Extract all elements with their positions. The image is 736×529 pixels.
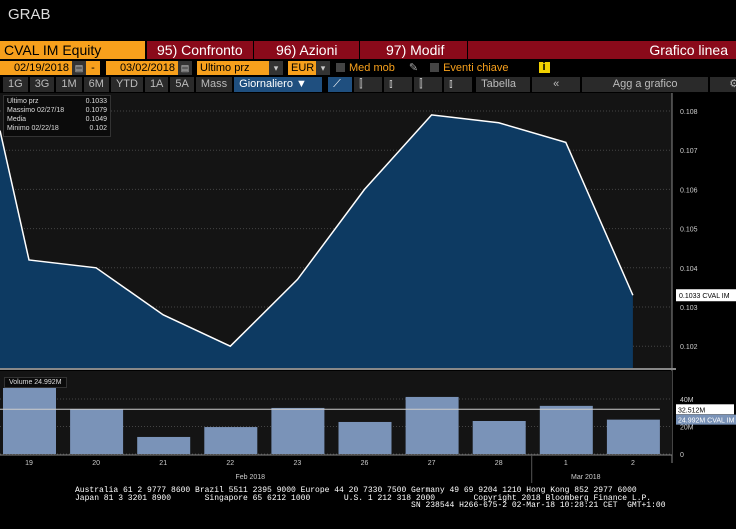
price-line bbox=[0, 114, 634, 348]
volume-bar bbox=[539, 405, 593, 454]
date-separator: - bbox=[86, 60, 100, 75]
x-tick-label: 22 bbox=[226, 460, 234, 467]
volume-bar bbox=[472, 421, 526, 454]
x-tick-label: 2 bbox=[631, 460, 635, 467]
x-tick-label: 21 bbox=[159, 460, 167, 467]
x-tick-label: 28 bbox=[495, 460, 503, 467]
last-price-tag bbox=[676, 289, 736, 302]
x-tick-label: 1 bbox=[564, 460, 568, 467]
volume-bar bbox=[271, 407, 325, 454]
price-area bbox=[0, 114, 633, 368]
volume-last-tag bbox=[676, 414, 736, 425]
period-1m[interactable]: 1M bbox=[56, 77, 82, 92]
chart-type-label: Grafico linea bbox=[468, 41, 736, 59]
volume-bar bbox=[70, 409, 124, 454]
period-ytd[interactable]: YTD bbox=[110, 77, 143, 92]
y-tick-label: 0.105 bbox=[680, 227, 698, 234]
price-legend: Ultimo prz 0.1033 Massimo 02/27/18 0.1079 … bbox=[3, 95, 111, 137]
legend-low: Minimo 02/22/18 0.102 bbox=[7, 125, 107, 132]
period-3g[interactable]: 3G bbox=[29, 77, 55, 92]
volume-bar bbox=[137, 436, 191, 454]
volume-bar bbox=[405, 396, 459, 454]
volume-bar bbox=[338, 421, 392, 454]
x-tick-label: 20 bbox=[92, 460, 100, 467]
month-label: Mar 2018 bbox=[571, 474, 601, 481]
table-button[interactable]: Tabella bbox=[476, 77, 531, 92]
period-1g[interactable]: 1G bbox=[3, 77, 28, 92]
dropdown-icon[interactable]: ▾ bbox=[269, 60, 283, 75]
month-label: Feb 2018 bbox=[236, 474, 266, 481]
actions-menu[interactable]: 96) Azioni bbox=[254, 41, 359, 59]
y-tick-label: 0.102 bbox=[680, 344, 698, 351]
y-tick-label: 20M bbox=[680, 425, 694, 432]
field-select[interactable]: Ultimo prz bbox=[197, 60, 269, 75]
period-5a[interactable]: 5A bbox=[170, 77, 194, 92]
legend-avg: Media 0.1049 bbox=[7, 116, 107, 123]
volume-bar bbox=[204, 427, 258, 454]
volume-bar bbox=[606, 419, 660, 454]
settings-icon[interactable]: ⚙ bbox=[710, 77, 736, 92]
ma-label: 32.512M bbox=[678, 407, 705, 414]
period-1a[interactable]: 1A bbox=[144, 77, 169, 92]
moving-avg-checkbox[interactable] bbox=[336, 63, 345, 72]
volume-legend: Volume 24.992M bbox=[4, 377, 67, 388]
key-events-label: Eventi chiave bbox=[443, 61, 509, 74]
pen-icon[interactable]: ✎ bbox=[408, 62, 419, 74]
ohlc-icon[interactable]: ⫿ bbox=[414, 77, 443, 92]
x-tick-label: 27 bbox=[428, 460, 436, 467]
x-tick-label: 23 bbox=[294, 460, 302, 467]
y-tick-label: 0.108 bbox=[680, 109, 698, 116]
y-tick-label: 0.107 bbox=[680, 148, 698, 155]
last-price-label: 0.1033 CVAL IM bbox=[679, 293, 730, 300]
collapse-button[interactable]: « bbox=[532, 77, 581, 92]
start-date-input[interactable]: 02/19/2018 bbox=[0, 60, 72, 75]
y-tick-label: 0.103 bbox=[680, 305, 698, 312]
compare-button[interactable]: 95) Confronto bbox=[147, 41, 253, 59]
x-tick-label: 26 bbox=[361, 460, 369, 467]
bar-chart-icon[interactable]: ⫾ bbox=[384, 77, 413, 92]
y-tick-label: 0 bbox=[680, 452, 684, 459]
y-tick-label: 0.104 bbox=[680, 266, 698, 273]
chart-area: 0.108 0.107 0.106 0.105 0.104 0.103 0.102 0.103… bbox=[0, 93, 736, 483]
volume-bar bbox=[3, 388, 56, 454]
line-chart-icon[interactable]: ⟋ bbox=[328, 77, 353, 92]
window-title: GRAB bbox=[8, 6, 51, 23]
security-field[interactable]: CVAL IM Equity bbox=[0, 41, 145, 59]
y-tick-label: 0.106 bbox=[680, 187, 698, 194]
legend-last: Ultimo prz 0.1033 bbox=[7, 98, 107, 105]
edit-menu[interactable]: 97) Modif bbox=[360, 41, 467, 59]
calendar-icon[interactable]: ▤ bbox=[178, 60, 192, 75]
period-mass[interactable]: Mass bbox=[195, 77, 233, 92]
end-date-input[interactable]: 03/02/2018 bbox=[106, 60, 178, 75]
period-6m[interactable]: 6M bbox=[83, 77, 109, 92]
currency-select[interactable]: EUR bbox=[288, 60, 316, 75]
add-to-chart-button[interactable]: Agg a grafico bbox=[582, 77, 709, 92]
calendar-icon[interactable]: ▤ bbox=[72, 60, 86, 75]
footer-contacts: Australia 61 2 9777 8600 Brazil 5511 239… bbox=[75, 486, 666, 510]
candlestick-icon[interactable]: ⫿ bbox=[354, 77, 383, 92]
hlc-icon[interactable]: ⫾ bbox=[444, 77, 473, 92]
key-events-checkbox[interactable] bbox=[430, 63, 440, 72]
y-tick-label: 40M bbox=[680, 397, 694, 404]
x-tick-label: 19 bbox=[25, 460, 33, 467]
ma-tag bbox=[676, 404, 734, 415]
frequency-select[interactable]: Giornaliero ▼ bbox=[234, 77, 323, 92]
dropdown-icon[interactable]: ▾ bbox=[316, 60, 330, 75]
info-icon[interactable]: i bbox=[538, 62, 550, 73]
legend-high: Massimo 02/27/18 0.1079 bbox=[7, 107, 107, 114]
volume-last-label: 24.992M CVAL IM bbox=[678, 418, 735, 425]
moving-avg-label: Med mob bbox=[349, 61, 395, 74]
